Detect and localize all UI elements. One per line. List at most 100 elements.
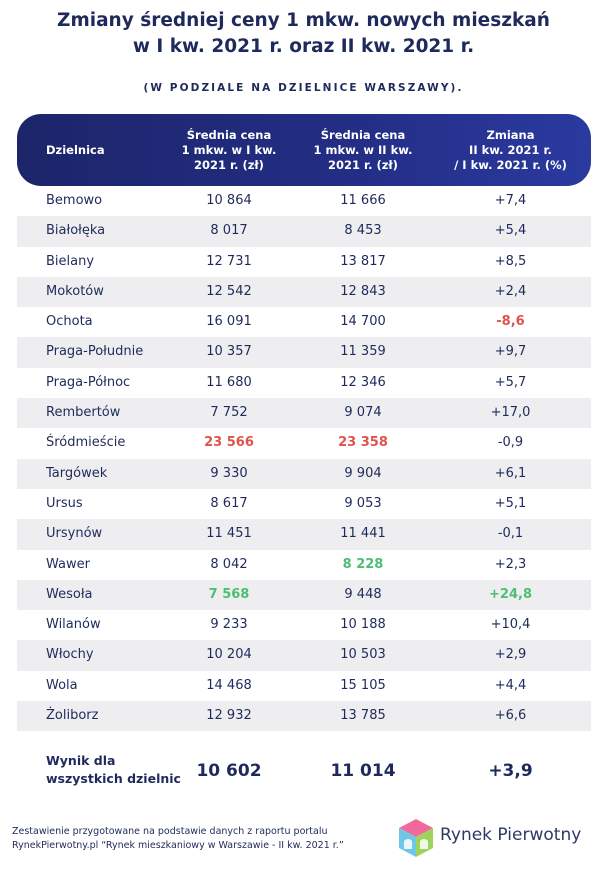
cell-q2: 8 228 — [342, 556, 384, 572]
table-row: Ursus 8 617 9 053 +5,1 — [17, 489, 591, 519]
cell-change: +5,1 — [494, 495, 527, 511]
logo-text: Rynek Pierwotny — [440, 825, 582, 845]
cell-change: +2,9 — [494, 647, 527, 663]
table-row: Wola 14 468 15 105 +4,4 — [17, 671, 591, 701]
cell-district: Wesoła — [46, 586, 93, 602]
table-row: Bielany 12 731 13 817 +8,5 — [17, 247, 591, 277]
price-table: Dzielnica Średnia cena 1 mkw. w I kw. 20… — [17, 114, 591, 732]
cell-q1: 11 451 — [206, 526, 252, 542]
cell-q2: 15 105 — [340, 677, 386, 693]
cell-change: -8,6 — [496, 314, 525, 330]
cell-q1: 7 752 — [210, 405, 248, 421]
table-row: Praga-Północ 11 680 12 346 +5,7 — [17, 368, 591, 398]
total-label: Wynik dla wszystkich dzielnic — [46, 753, 181, 786]
cell-q2: 8 453 — [344, 223, 382, 239]
cell-q1: 12 731 — [206, 253, 252, 269]
total-row: Wynik dla wszystkich dzielnic 10 602 11 … — [17, 745, 591, 801]
cell-change: +24,8 — [489, 586, 532, 602]
cell-q1: 12 542 — [206, 283, 252, 299]
cell-district: Ursynów — [46, 526, 103, 542]
cell-q2: 11 441 — [340, 526, 386, 542]
table-body: Bemowo 10 864 11 666 +7,4 Białołęka 8 017 8 45… — [17, 186, 591, 732]
table-row: Bemowo 10 864 11 666 +7,4 — [17, 186, 591, 216]
source-note-line-2: RynekPierwotny.pl “Rynek mieszkaniowy w … — [12, 840, 344, 851]
cell-q2: 12 843 — [340, 283, 386, 299]
cell-q2: 10 188 — [340, 617, 386, 633]
cell-q2: 13 817 — [340, 253, 386, 269]
cell-change: +4,4 — [494, 677, 527, 693]
cell-q1: 8 617 — [210, 495, 248, 511]
cell-change: +7,4 — [494, 193, 527, 208]
cell-q2: 9 904 — [344, 465, 382, 481]
table-row: Żoliborz 12 932 13 785 +6,6 — [17, 701, 591, 732]
table-row: Wilanów 9 233 10 188 +10,4 — [17, 610, 591, 640]
cell-q2: 9 053 — [344, 495, 382, 511]
cell-district: Wilanów — [46, 617, 101, 633]
cell-q2: 9 448 — [344, 586, 382, 602]
cell-district: Wola — [46, 677, 78, 693]
cell-change: +17,0 — [490, 405, 531, 421]
cell-change: +5,4 — [494, 223, 527, 239]
cell-change: +6,6 — [494, 708, 527, 724]
cell-district: Bielany — [46, 253, 95, 269]
cell-change: +8,5 — [494, 253, 527, 269]
cell-q1: 12 932 — [206, 708, 252, 724]
cell-change: +9,7 — [494, 344, 527, 360]
cell-district: Rembertów — [46, 405, 121, 421]
cell-q1: 16 091 — [206, 314, 252, 330]
table-row: Włochy 10 204 10 503 +2,9 — [17, 640, 591, 671]
table-row: Rembertów 7 752 9 074 +17,0 — [17, 398, 591, 429]
logo-cube-icon — [399, 819, 433, 857]
cell-change: +6,1 — [494, 465, 527, 481]
table-row: Ursynów 11 451 11 441 -0,1 — [17, 519, 591, 550]
cell-q1: 10 357 — [206, 344, 252, 360]
cell-change: -0,9 — [497, 435, 524, 451]
cell-district: Włochy — [46, 647, 94, 663]
table-row: Ochota 16 091 14 700 -8,6 — [17, 307, 591, 337]
header-district: Dzielnica — [46, 142, 105, 157]
cell-district: Targówek — [46, 465, 108, 481]
cell-q1: 11 680 — [206, 374, 252, 390]
cell-q2: 9 074 — [344, 405, 382, 421]
cell-change: +2,3 — [494, 556, 527, 572]
cell-change: -0,1 — [497, 526, 524, 542]
header-change: Zmiana II kw. 2021 r. / I kw. 2021 r. (%… — [454, 127, 567, 172]
cell-district: Białołęka — [46, 223, 106, 239]
cell-q2: 10 503 — [340, 647, 386, 663]
source-note-line-1: Zestawienie przygotowane na podstawie da… — [12, 826, 328, 837]
cell-district: Żoliborz — [46, 708, 99, 724]
title-line-1: Zmiany średniej ceny 1 mkw. nowych miesz… — [57, 10, 550, 31]
cell-district: Praga-Północ — [46, 374, 131, 390]
cell-district: Bemowo — [46, 193, 103, 208]
cell-q2: 13 785 — [340, 708, 386, 724]
cell-change: +5,7 — [494, 374, 527, 390]
cell-district: Mokotów — [46, 283, 104, 299]
title-line-2: w I kw. 2021 r. oraz II kw. 2021 r. — [132, 36, 475, 57]
cell-q1: 9 233 — [210, 617, 248, 633]
table-row: Wesoła 7 568 9 448 +24,8 — [17, 579, 591, 611]
cell-q1: 23 566 — [204, 435, 254, 451]
page-title: Zmiany średniej ceny 1 mkw. nowych miesz… — [0, 8, 607, 60]
cell-q1: 8 017 — [210, 223, 248, 239]
table-row: Białołęka 8 017 8 453 +5,4 — [17, 216, 591, 247]
cell-q2: 23 358 — [338, 435, 388, 451]
header-q1: Średnia cena 1 mkw. w I kw. 2021 r. (zł) — [181, 127, 277, 172]
total-q1: 10 602 — [196, 761, 262, 781]
total-q2: 11 014 — [330, 761, 396, 781]
cell-q2: 14 700 — [340, 314, 386, 330]
cell-district: Ursus — [46, 495, 83, 511]
cell-district: Ochota — [46, 314, 93, 330]
cell-q1: 14 468 — [206, 677, 252, 693]
cell-q2: 11 359 — [340, 344, 386, 360]
cell-q2: 11 666 — [340, 193, 386, 208]
subtitle: (W PODZIALE NA DZIELNICE WARSZAWY). — [143, 82, 464, 94]
cell-q1: 9 330 — [210, 465, 248, 481]
table-row: Wawer 8 042 8 228 +2,3 — [17, 550, 591, 580]
cell-district: Praga-Południe — [46, 344, 144, 360]
cell-q1: 10 204 — [206, 647, 252, 663]
header-q2: Średnia cena 1 mkw. w II kw. 2021 r. (zł… — [313, 127, 413, 172]
cell-district: Wawer — [46, 556, 90, 572]
table-row: Śródmieście 23 566 23 358 -0,9 — [17, 428, 591, 458]
total-change: +3,9 — [488, 761, 533, 781]
